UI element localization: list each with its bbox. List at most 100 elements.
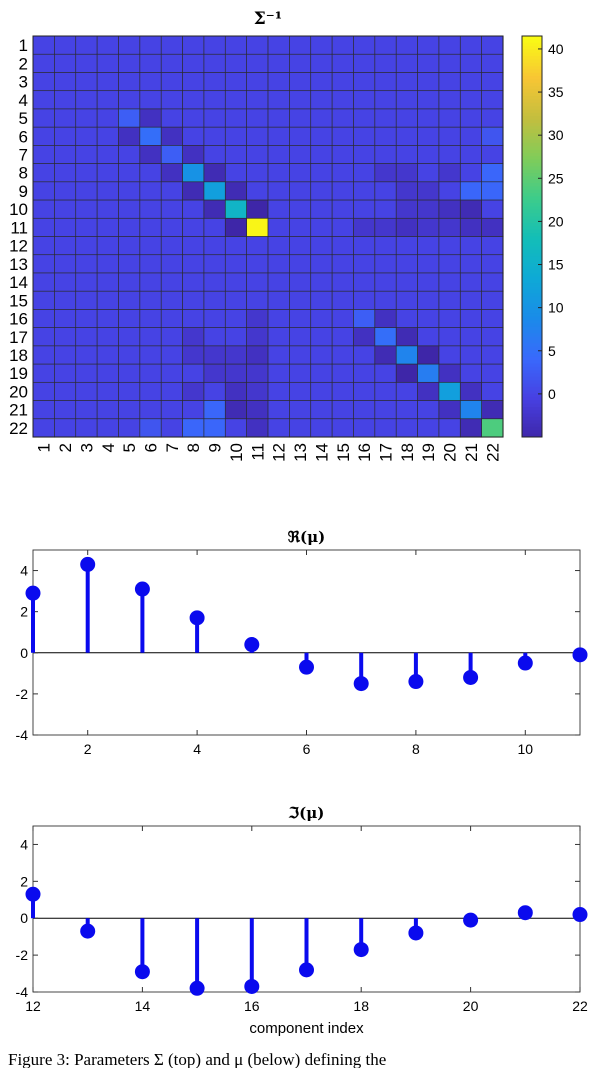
heatmap-cell bbox=[481, 145, 504, 165]
colorbar-tick-label: 5 bbox=[548, 343, 556, 359]
heatmap-cell bbox=[438, 199, 461, 219]
heatmap-cell bbox=[417, 199, 440, 219]
heatmap-cell bbox=[395, 290, 419, 310]
heatmap-cell bbox=[160, 35, 184, 55]
heatmap-cell bbox=[160, 400, 184, 420]
heatmap-cell bbox=[54, 90, 77, 110]
colorbar-segment bbox=[522, 122, 542, 127]
heatmap-cell bbox=[139, 90, 162, 110]
heatmap-cell bbox=[353, 363, 376, 383]
colorbar-segment bbox=[522, 423, 542, 428]
heatmap-cell bbox=[54, 418, 77, 438]
heatmap-cell bbox=[395, 163, 419, 183]
heatmap-cell bbox=[353, 418, 376, 438]
heatmap-cell bbox=[481, 236, 504, 256]
heatmap-cell bbox=[353, 254, 376, 274]
heatmap-cell bbox=[75, 272, 98, 292]
heatmap-cell bbox=[438, 35, 461, 55]
heatmap-cell bbox=[160, 345, 184, 365]
colorbar-segment bbox=[522, 380, 542, 385]
heatmap-cell bbox=[75, 145, 98, 165]
colorbar-segment bbox=[522, 162, 542, 167]
heatmap-cell bbox=[310, 199, 333, 219]
stem-marker bbox=[80, 923, 96, 939]
heatmap-cell bbox=[96, 400, 120, 420]
colorbar-segment bbox=[522, 112, 542, 117]
heatmap-row-label: 22 bbox=[9, 419, 28, 438]
heatmap-cell bbox=[438, 163, 461, 183]
heatmap-row-label: 6 bbox=[19, 127, 28, 146]
heatmap-cell bbox=[160, 327, 184, 347]
heatmap-cell bbox=[139, 181, 162, 201]
heatmap-col-label: 17 bbox=[377, 443, 396, 462]
heatmap-row-label: 15 bbox=[9, 291, 28, 310]
stem-marker bbox=[572, 647, 588, 663]
heatmap-cell bbox=[203, 254, 226, 274]
heatmap-cell bbox=[54, 272, 77, 292]
heatmap-cell bbox=[182, 90, 205, 110]
heatmap-cell bbox=[246, 363, 269, 383]
heatmap-cell bbox=[224, 290, 248, 310]
heatmap-cell bbox=[75, 72, 98, 92]
heatmap-cell bbox=[417, 272, 440, 292]
x-tick-label: 16 bbox=[244, 998, 260, 1014]
heatmap-cell bbox=[310, 72, 333, 92]
heatmap-cell bbox=[54, 327, 77, 347]
heatmap-cell bbox=[289, 290, 312, 310]
heatmap-cell bbox=[118, 72, 141, 92]
colorbar-segment bbox=[522, 430, 542, 435]
heatmap-cell bbox=[395, 381, 419, 402]
heatmap-cell bbox=[417, 145, 440, 165]
heatmap-cell bbox=[32, 126, 55, 146]
colorbar-segment bbox=[522, 276, 542, 281]
heatmap-cell bbox=[246, 254, 269, 274]
heatmap-cell bbox=[353, 35, 376, 55]
colorbar-segment bbox=[522, 426, 542, 431]
heatmap-cell bbox=[246, 126, 269, 146]
heatmap-col-label: 14 bbox=[312, 443, 331, 462]
heatmap-col-label: 19 bbox=[419, 443, 438, 462]
colorbar-segment bbox=[522, 383, 542, 388]
heatmap-cell bbox=[331, 418, 355, 438]
heatmap-cell bbox=[139, 400, 162, 420]
heatmap-cell bbox=[310, 309, 333, 329]
heatmap-cell bbox=[459, 290, 483, 310]
heatmap-cell bbox=[182, 217, 205, 238]
heatmap-col-label: 5 bbox=[120, 443, 139, 452]
heatmap-cell bbox=[395, 272, 419, 292]
heatmap-cell bbox=[459, 327, 483, 347]
stem-marker bbox=[134, 581, 150, 597]
x-axis-label: component index bbox=[249, 1020, 364, 1037]
heatmap-row-label: 8 bbox=[19, 164, 28, 183]
colorbar-segment bbox=[522, 76, 542, 80]
heatmap-cell bbox=[395, 35, 419, 55]
heatmap-cell bbox=[96, 217, 120, 238]
heatmap-cell bbox=[331, 181, 355, 201]
heatmap-cell bbox=[224, 345, 248, 365]
x-tick-label: 14 bbox=[135, 998, 151, 1014]
heatmap-cell bbox=[96, 163, 120, 183]
heatmap-cell bbox=[139, 254, 162, 274]
heatmap-cell bbox=[54, 53, 77, 74]
heatmap-cell bbox=[246, 90, 269, 110]
heatmap-cell bbox=[246, 418, 269, 438]
heatmap-cell bbox=[267, 254, 290, 274]
heatmap-cell bbox=[267, 400, 290, 420]
heatmap-cell bbox=[246, 400, 269, 420]
heatmap-cell bbox=[160, 290, 184, 310]
heatmap-row-label: 7 bbox=[19, 145, 28, 164]
heatmap-cell bbox=[374, 345, 397, 365]
heatmap-cell bbox=[353, 290, 376, 310]
heatmap-cell bbox=[246, 381, 269, 402]
colorbar-segment bbox=[522, 356, 542, 361]
heatmap-cell bbox=[118, 290, 141, 310]
heatmap-cell bbox=[203, 181, 226, 201]
heatmap-cell bbox=[331, 72, 355, 92]
heatmap-cell bbox=[374, 199, 397, 219]
heatmap-cell bbox=[395, 254, 419, 274]
heatmap-cell bbox=[54, 290, 77, 310]
colorbar-segment bbox=[522, 213, 542, 217]
heatmap-row-label: 4 bbox=[19, 91, 28, 110]
heatmap-cell bbox=[310, 145, 333, 165]
heatmap-row-label: 10 bbox=[9, 200, 28, 219]
